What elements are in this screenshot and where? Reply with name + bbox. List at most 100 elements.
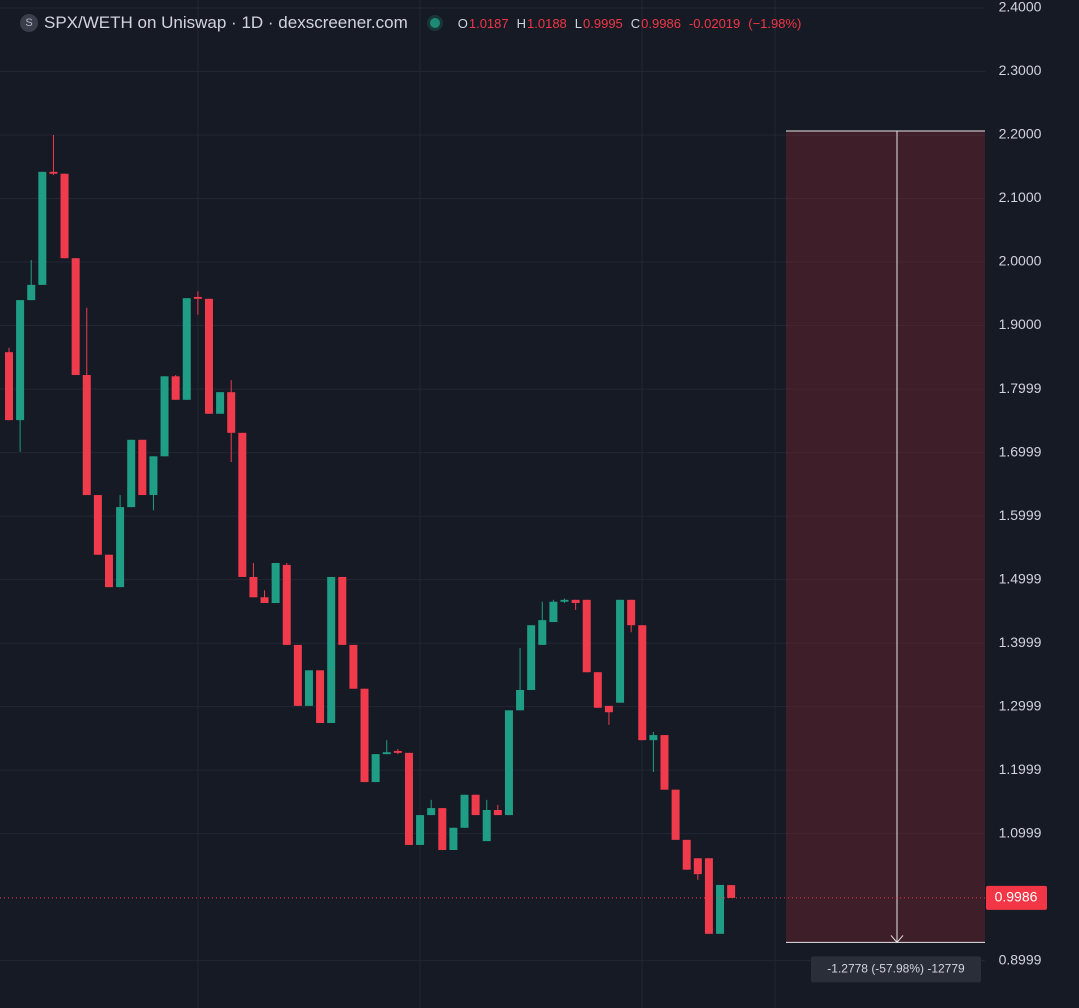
y-tick-label: 2.1000 — [999, 189, 1042, 205]
candle-body — [716, 884, 725, 934]
candle-body — [560, 599, 569, 602]
candle-body — [60, 173, 69, 259]
measure-range — [786, 131, 985, 943]
y-tick-label: 2.3000 — [999, 62, 1042, 78]
candle-body — [16, 300, 25, 421]
candle-body — [38, 171, 47, 285]
candle-body — [504, 710, 513, 816]
y-tick-label: 1.7999 — [999, 380, 1042, 396]
candle-body — [338, 576, 347, 645]
candle-body — [704, 858, 713, 934]
candle-body — [616, 599, 625, 703]
candle-body — [382, 752, 391, 755]
measure-tool: -1.2778 (-57.98%) -12779 — [786, 130, 985, 983]
candle-body — [138, 439, 147, 496]
candle-body — [116, 507, 125, 588]
candle-body — [627, 599, 636, 626]
candle-body — [482, 810, 491, 842]
low-key: L — [574, 15, 583, 31]
candle-body — [304, 670, 313, 706]
measure-arrowhead — [890, 935, 904, 944]
candle-body — [360, 688, 369, 783]
candle-body — [71, 258, 80, 376]
candle-body — [427, 808, 436, 816]
last-price-box — [986, 885, 1047, 910]
y-tick-label: 2.4000 — [999, 0, 1042, 15]
candle-body — [527, 625, 536, 690]
candle-body — [216, 392, 225, 414]
candle-body — [371, 754, 380, 783]
candle-body — [416, 815, 425, 845]
status-dot — [429, 18, 440, 28]
high-key: H — [516, 15, 527, 31]
candle-body — [393, 750, 402, 753]
candle-body — [171, 376, 180, 400]
candle-body — [582, 599, 591, 673]
candle-body — [727, 885, 736, 898]
candle-body — [438, 808, 447, 851]
close-key: C — [630, 15, 641, 31]
candle-body — [549, 601, 558, 623]
candle-body — [27, 284, 36, 301]
candle-body — [104, 554, 113, 588]
y-tick-label: 2.2000 — [999, 126, 1042, 142]
candle-body — [493, 810, 502, 816]
candle-body — [93, 495, 102, 555]
y-tick-label: 1.3999 — [999, 634, 1042, 650]
candle-body — [238, 432, 247, 577]
candles — [0, 135, 985, 934]
close-value: 0.9986 — [641, 15, 681, 31]
candle-body — [649, 735, 658, 741]
candle-body — [5, 352, 13, 421]
y-tick-label: 1.2999 — [999, 697, 1042, 713]
candle-body — [671, 789, 680, 840]
last-price-label: 0.9986 — [995, 889, 1038, 905]
candle-body — [249, 576, 258, 598]
high-value: 1.0188 — [527, 15, 567, 31]
candle-body — [660, 735, 669, 790]
change-value: -0.02019 — [688, 15, 741, 31]
open-key: O — [457, 15, 468, 31]
y-tick-label: 1.9000 — [999, 316, 1042, 332]
candle-body — [82, 375, 91, 496]
candle-body — [638, 625, 647, 741]
candle-body — [516, 689, 525, 711]
open-value: 1.0187 — [468, 15, 509, 31]
candle-body — [316, 670, 325, 724]
candle-body — [682, 839, 691, 870]
candle-body — [149, 456, 158, 496]
candle-body — [271, 562, 280, 603]
candle-body — [327, 576, 336, 724]
chart-title: SPX/WETH on Uniswap · 1D · dexscreener.c… — [44, 13, 408, 32]
candle-body — [593, 672, 602, 708]
y-tick-label: 1.5999 — [999, 507, 1042, 523]
candle-body — [471, 794, 480, 816]
candle-body — [349, 644, 358, 689]
candle-body — [260, 597, 269, 603]
candle-body — [571, 599, 580, 603]
candle-body — [538, 620, 547, 645]
y-tick-label: 1.0999 — [999, 824, 1042, 840]
y-tick-label: 1.6999 — [999, 443, 1042, 459]
candle-body — [160, 376, 169, 457]
candle-body — [204, 298, 213, 414]
y-tick-label: 0.8999 — [999, 951, 1042, 967]
measure-label: -1.2778 (-57.98%) -12779 — [827, 962, 965, 976]
low-value: 0.9995 — [583, 15, 623, 31]
candle-body — [693, 858, 702, 875]
candle-body — [604, 705, 613, 713]
ohlc-legend: O 1.0187 H 1.0188 L 0.9995 C 0.9986 -0.02019… — [458, 16, 810, 31]
candle-body — [127, 439, 136, 508]
candle-body — [182, 298, 191, 400]
measure-label-box — [811, 956, 981, 983]
candle-body — [193, 296, 202, 299]
candle-body — [449, 827, 458, 851]
candle-body — [227, 392, 236, 433]
candle-body — [49, 171, 58, 174]
candle-body — [460, 794, 469, 828]
header: S SPX/WETH on Uniswap · 1D · dexscreener… — [20, 12, 809, 34]
y-tick-label: 2.0000 — [999, 253, 1042, 269]
